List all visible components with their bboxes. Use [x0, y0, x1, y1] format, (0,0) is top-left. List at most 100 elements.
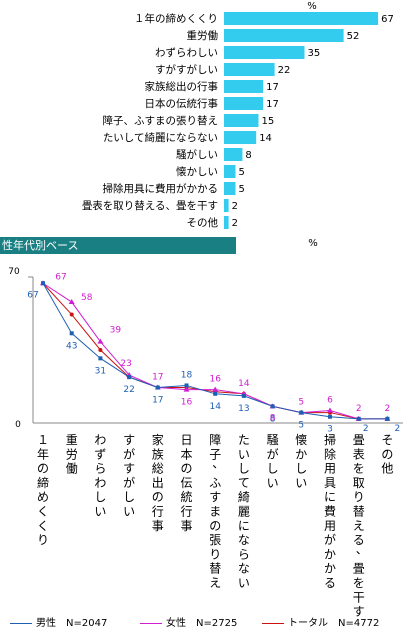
data-point-female — [68, 299, 75, 305]
legend-marker-total — [262, 623, 284, 624]
bar — [224, 29, 344, 42]
bar-value-label: 2 — [232, 218, 238, 229]
bar — [224, 165, 236, 178]
x-tick-label: 事 — [152, 519, 164, 533]
bar-value-label: 22 — [278, 65, 291, 76]
x-tick-label: が — [123, 475, 135, 490]
x-tick-label: 懐 — [295, 433, 307, 447]
data-label-male: 18 — [181, 370, 193, 380]
x-tick-label: を — [353, 576, 365, 590]
x-tick-label: 障 — [209, 432, 221, 447]
data-point-male — [127, 375, 132, 380]
x-tick-label: 総 — [152, 462, 164, 476]
bar — [224, 46, 305, 59]
bar — [224, 148, 243, 161]
data-label-female: 17 — [152, 373, 163, 383]
x-tick-label: な — [238, 533, 250, 547]
data-label-male: 31 — [95, 366, 106, 376]
x-tick-label: す — [123, 433, 135, 447]
bar-category-label: 日本の伝統行事 — [145, 97, 219, 110]
x-tick-label: か — [324, 547, 336, 561]
x-tick-label: る — [353, 533, 365, 547]
x-tick-label: 家 — [152, 432, 164, 447]
x-tick-label: 重 — [66, 433, 78, 447]
x-tick-label: に — [324, 490, 336, 504]
bar-value-label: 2 — [232, 201, 238, 212]
x-tick-label: い — [267, 476, 279, 490]
x-tick-label: か — [324, 562, 336, 576]
x-tick-label: ふ — [209, 476, 221, 490]
x-tick-label: 労 — [66, 447, 78, 461]
x-tick-label: な — [238, 562, 250, 576]
data-label-male: 2 — [395, 424, 401, 434]
bar — [224, 199, 229, 212]
x-tick-label: が — [123, 446, 135, 461]
data-point-male — [213, 391, 218, 396]
bar-category-label: １年の締めくくり — [134, 12, 218, 25]
x-tick-label: 干 — [353, 590, 365, 604]
x-tick-label: の — [209, 519, 221, 533]
x-tick-label: 年 — [37, 447, 49, 461]
x-tick-label: の — [180, 462, 192, 476]
bar — [224, 182, 236, 195]
bar-category-label: 家族総出の行事 — [145, 80, 219, 93]
data-label-female: 67 — [55, 272, 66, 282]
data-point-female — [327, 407, 333, 413]
x-tick-label: 統 — [180, 490, 192, 504]
bar-chart-unit: % — [307, 1, 317, 12]
x-tick-label: 行 — [180, 505, 192, 519]
x-tick-label: す — [353, 605, 365, 617]
data-point-male — [155, 385, 160, 390]
x-tick-label: 締 — [37, 475, 49, 490]
x-tick-label: り — [37, 533, 49, 547]
bar — [224, 216, 229, 229]
x-tick-label: わ — [94, 476, 106, 490]
data-label-female: 16 — [209, 375, 221, 385]
x-tick-label: り — [209, 547, 221, 561]
x-tick-label: い — [94, 505, 106, 519]
bar-category-label: 騒がしい — [176, 148, 218, 161]
x-tick-label: 、 — [356, 542, 368, 556]
bar-value-label: 17 — [266, 99, 279, 110]
x-tick-label: 費 — [324, 504, 336, 519]
bar-category-label: 畳表を取り替える、畳を干す — [82, 199, 218, 212]
x-tick-label: 日 — [180, 433, 192, 447]
x-tick-label: 行 — [152, 505, 164, 519]
x-tick-label: 綺 — [238, 489, 250, 504]
data-point-male — [299, 410, 304, 415]
x-tick-label: 働 — [66, 462, 78, 476]
data-point-female — [183, 386, 190, 392]
data-label-female: 2 — [356, 404, 362, 414]
x-tick-label: 畳 — [353, 562, 365, 576]
data-label-female: 58 — [81, 293, 93, 303]
bar-value-label: 5 — [239, 167, 245, 178]
data-point-female — [212, 386, 219, 392]
x-tick-label: い — [238, 576, 250, 590]
x-tick-label: い — [123, 505, 135, 519]
legend-marker-female — [140, 623, 162, 624]
series-line-female — [42, 282, 388, 420]
bar-value-label: 14 — [259, 133, 272, 144]
data-label-male: 17 — [152, 396, 163, 406]
data-label-male: 67 — [27, 290, 38, 300]
legend-label-total: トータル N=4772 — [288, 618, 380, 629]
x-tick-label: し — [267, 462, 279, 476]
data-label-male: 22 — [123, 385, 134, 395]
data-point-male — [241, 393, 246, 398]
data-point-male — [356, 416, 361, 421]
x-tick-label: の — [381, 447, 393, 461]
data-point-male — [41, 281, 45, 286]
bar-value-label: 52 — [347, 31, 360, 42]
bar — [224, 114, 259, 127]
bar — [224, 97, 264, 110]
data-point-male — [69, 331, 74, 336]
data-label-female: 39 — [110, 326, 122, 336]
x-tick-label: 伝 — [180, 476, 192, 490]
bar-category-label: 障子、ふすまの張り替え — [103, 114, 219, 127]
x-tick-label: 出 — [152, 476, 164, 490]
x-tick-label: わ — [94, 433, 106, 447]
x-tick-label: か — [295, 447, 307, 461]
data-point-total — [98, 348, 103, 352]
legend-label-male: 男性 N=2047 — [36, 618, 108, 629]
